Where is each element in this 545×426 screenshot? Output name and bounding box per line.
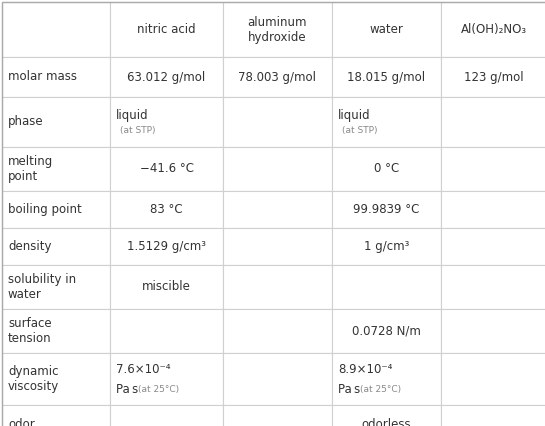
- Text: 99.9839 °C: 99.9839 °C: [353, 203, 420, 216]
- Bar: [332, 2, 441, 57]
- Text: density: density: [8, 240, 51, 253]
- Bar: [2, 405, 110, 426]
- Text: Pa s: Pa s: [116, 383, 138, 396]
- Bar: [332, 57, 441, 97]
- Bar: [223, 191, 332, 228]
- Bar: [2, 2, 110, 57]
- Text: boiling point: boiling point: [8, 203, 82, 216]
- Bar: [2, 265, 110, 309]
- Bar: [223, 147, 332, 191]
- Text: liquid: liquid: [338, 109, 371, 123]
- Text: liquid: liquid: [116, 109, 149, 123]
- Text: 8.9×10⁻⁴: 8.9×10⁻⁴: [338, 363, 392, 376]
- Bar: [2, 97, 110, 147]
- Text: 1.5129 g/cm³: 1.5129 g/cm³: [127, 240, 206, 253]
- Bar: [110, 97, 223, 147]
- Bar: [223, 97, 332, 147]
- Text: Pa s: Pa s: [338, 383, 360, 396]
- Bar: [441, 147, 545, 191]
- Bar: [110, 353, 223, 405]
- Text: nitric acid: nitric acid: [137, 23, 196, 36]
- Text: melting
point: melting point: [8, 155, 53, 183]
- Text: 7.6×10⁻⁴: 7.6×10⁻⁴: [116, 363, 171, 376]
- Bar: [441, 228, 545, 265]
- Bar: [110, 57, 223, 97]
- Text: solubility in
water: solubility in water: [8, 273, 76, 301]
- Bar: [223, 2, 332, 57]
- Bar: [441, 265, 545, 309]
- Text: water: water: [370, 23, 403, 36]
- Bar: [441, 405, 545, 426]
- Text: (at STP): (at STP): [342, 127, 378, 135]
- Text: 78.003 g/mol: 78.003 g/mol: [239, 70, 317, 83]
- Text: 0.0728 N/m: 0.0728 N/m: [352, 325, 421, 337]
- Text: phase: phase: [8, 115, 44, 129]
- Bar: [2, 147, 110, 191]
- Bar: [110, 147, 223, 191]
- Bar: [332, 228, 441, 265]
- Bar: [441, 2, 545, 57]
- Bar: [441, 309, 545, 353]
- Bar: [110, 228, 223, 265]
- Text: odor: odor: [8, 417, 35, 426]
- Bar: [2, 353, 110, 405]
- Bar: [441, 97, 545, 147]
- Bar: [223, 265, 332, 309]
- Bar: [332, 353, 441, 405]
- Text: aluminum
hydroxide: aluminum hydroxide: [248, 15, 307, 43]
- Text: 0 °C: 0 °C: [374, 162, 399, 176]
- Text: (at 25°C): (at 25°C): [138, 385, 179, 394]
- Text: odorless: odorless: [362, 417, 411, 426]
- Bar: [223, 57, 332, 97]
- Text: surface
tension: surface tension: [8, 317, 52, 345]
- Bar: [441, 191, 545, 228]
- Bar: [441, 353, 545, 405]
- Text: 83 °C: 83 °C: [150, 203, 183, 216]
- Text: (at STP): (at STP): [120, 127, 155, 135]
- Bar: [332, 405, 441, 426]
- Text: 63.012 g/mol: 63.012 g/mol: [128, 70, 205, 83]
- Bar: [2, 228, 110, 265]
- Text: miscible: miscible: [142, 280, 191, 294]
- Text: molar mass: molar mass: [8, 70, 77, 83]
- Bar: [332, 97, 441, 147]
- Bar: [332, 309, 441, 353]
- Bar: [332, 191, 441, 228]
- Text: −41.6 °C: −41.6 °C: [140, 162, 193, 176]
- Bar: [2, 309, 110, 353]
- Text: Al(OH)₂NO₃: Al(OH)₂NO₃: [461, 23, 527, 36]
- Text: 1 g/cm³: 1 g/cm³: [364, 240, 409, 253]
- Text: dynamic
viscosity: dynamic viscosity: [8, 365, 59, 393]
- Bar: [332, 265, 441, 309]
- Bar: [223, 405, 332, 426]
- Bar: [110, 309, 223, 353]
- Bar: [223, 353, 332, 405]
- Text: 123 g/mol: 123 g/mol: [464, 70, 524, 83]
- Bar: [2, 191, 110, 228]
- Text: (at 25°C): (at 25°C): [360, 385, 401, 394]
- Bar: [2, 57, 110, 97]
- Bar: [110, 405, 223, 426]
- Bar: [223, 228, 332, 265]
- Bar: [110, 191, 223, 228]
- Bar: [110, 2, 223, 57]
- Text: 18.015 g/mol: 18.015 g/mol: [348, 70, 426, 83]
- Bar: [441, 57, 545, 97]
- Bar: [110, 265, 223, 309]
- Bar: [223, 309, 332, 353]
- Bar: [332, 147, 441, 191]
